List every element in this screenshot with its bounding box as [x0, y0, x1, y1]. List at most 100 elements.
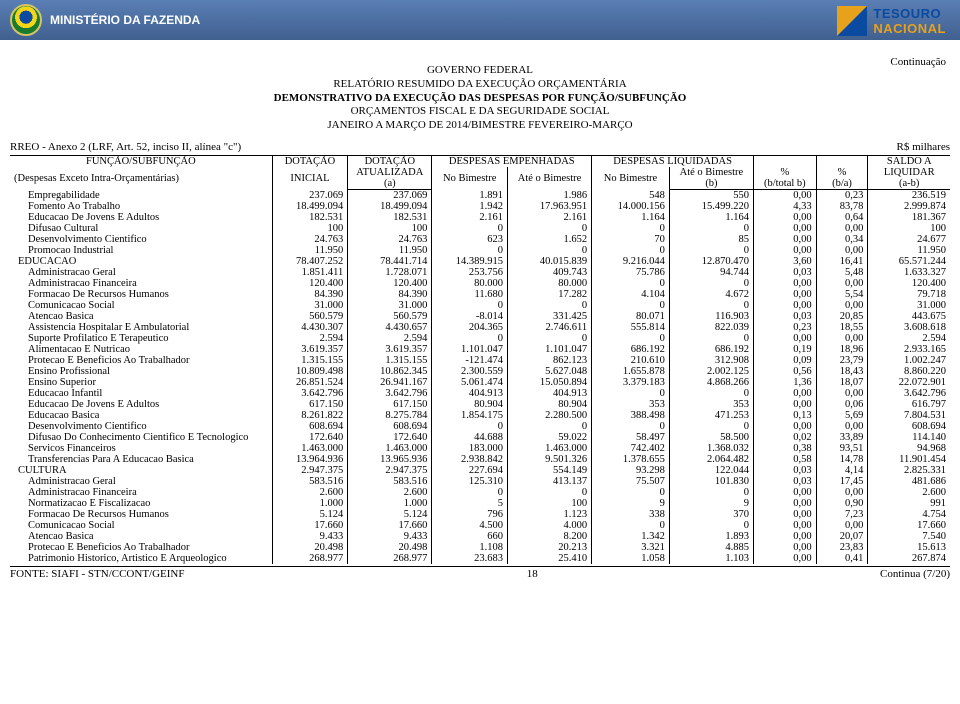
row-value: 617.150	[348, 399, 432, 410]
row-value: 268.977	[272, 553, 348, 564]
row-value: 471.253	[669, 410, 753, 421]
tn-text-2: NACIONAL	[873, 21, 946, 36]
row-value: 0	[669, 421, 753, 432]
row-value: 555.814	[592, 322, 670, 333]
row-value: 2.600	[868, 487, 950, 498]
row-value: 20.213	[507, 542, 591, 553]
row-value: 404.913	[432, 388, 508, 399]
row-value: 0	[432, 421, 508, 432]
row-value: 0	[669, 520, 753, 531]
table-row: Difusao Cultural10010000000,000,00100	[10, 223, 950, 234]
row-label: Ensino Superior	[10, 377, 272, 388]
row-value: 267.874	[868, 553, 950, 564]
table-row: Atencao Basica560.579560.579-8.014331.42…	[10, 311, 950, 322]
row-value: 608.694	[272, 421, 348, 432]
row-value: 18.499.094	[272, 201, 348, 212]
row-value: 15.613	[868, 542, 950, 553]
row-value: 0	[669, 300, 753, 311]
subhead: RREO - Anexo 2 (LRF, Art. 52, inciso II,…	[10, 141, 950, 153]
table-row: Administracao Geral583.516583.516125.310…	[10, 476, 950, 487]
row-value: 18,07	[816, 377, 868, 388]
row-label: Normatizacao E Fiscalizacao	[10, 498, 272, 509]
row-value: 44.688	[432, 432, 508, 443]
row-label: Ensino Profissional	[10, 366, 272, 377]
subhead-right: R$ milhares	[897, 141, 950, 153]
row-value: 8.200	[507, 531, 591, 542]
row-value: 85	[669, 234, 753, 245]
row-value: 9.433	[348, 531, 432, 542]
row-value: 100	[868, 223, 950, 234]
table-row: EDUCACAO78.407.25278.441.71414.389.91540…	[10, 256, 950, 267]
row-value: 8.860.220	[868, 366, 950, 377]
table-row: Educacao De Jovens E Adultos182.531182.5…	[10, 212, 950, 223]
row-label: Administracao Geral	[10, 476, 272, 487]
row-value: 1.854.175	[432, 410, 508, 421]
row-value: 1.315.155	[272, 355, 348, 366]
row-value: 59.022	[507, 432, 591, 443]
row-value: 2.002.125	[669, 366, 753, 377]
row-value: 26.851.524	[272, 377, 348, 388]
row-value: 2.746.611	[507, 322, 591, 333]
table-row: Assistencia Hospitalar E Ambulatorial4.4…	[10, 322, 950, 333]
row-value: 101.830	[669, 476, 753, 487]
table-row: Empregabilidade237.069237.0691.8911.9865…	[10, 189, 950, 201]
row-value: 0	[507, 333, 591, 344]
header-line-4: ORÇAMENTOS FISCAL E DA SEGURIDADE SOCIAL	[0, 105, 960, 119]
row-value: 2.947.375	[348, 465, 432, 476]
row-value: 70	[592, 234, 670, 245]
row-value: 4,33	[754, 201, 817, 212]
row-value: 1.002.247	[868, 355, 950, 366]
continuation-label: Continuação	[890, 56, 946, 68]
th-pct2b: (b/a)	[816, 178, 868, 190]
row-value: 2.933.165	[868, 344, 950, 355]
row-value: 2.825.331	[868, 465, 950, 476]
table-row: Normatizacao E Fiscalizacao1.0001.000510…	[10, 498, 950, 509]
row-value: 116.903	[669, 311, 753, 322]
table-body: Empregabilidade237.069237.0691.8911.9865…	[10, 189, 950, 564]
row-value: 2.938.842	[432, 454, 508, 465]
row-value: 182.531	[272, 212, 348, 223]
row-value: 0,00	[754, 520, 817, 531]
row-value: 24.763	[348, 234, 432, 245]
table-row: Educacao De Jovens E Adultos617.150617.1…	[10, 399, 950, 410]
table-row: CULTURA2.947.3752.947.375227.694554.1499…	[10, 465, 950, 476]
table-row: Atencao Basica9.4339.4336608.2001.3421.8…	[10, 531, 950, 542]
row-value: 78.441.714	[348, 256, 432, 267]
row-value: 1.893	[669, 531, 753, 542]
row-value: 1.123	[507, 509, 591, 520]
row-value: 100	[348, 223, 432, 234]
row-label: Educacao Basica	[10, 410, 272, 421]
row-value: 268.977	[348, 553, 432, 564]
row-value: 0,00	[754, 388, 817, 399]
row-value: 0	[592, 520, 670, 531]
row-value: 13.965.936	[348, 454, 432, 465]
row-label: Protecao E Beneficios Ao Trabalhador	[10, 542, 272, 553]
row-value: 0	[592, 245, 670, 256]
th-liq: DESPESAS LIQUIDADAS	[592, 155, 754, 167]
row-value: 0	[507, 245, 591, 256]
row-value: 4.104	[592, 289, 670, 300]
row-value: 1.101.047	[507, 344, 591, 355]
row-label: Servicos Financeiros	[10, 443, 272, 454]
row-label: Desenvolvimento Cientifico	[10, 421, 272, 432]
row-value: 3,60	[754, 256, 817, 267]
row-label: Transferencias Para A Educacao Basica	[10, 454, 272, 465]
row-value: 2.280.500	[507, 410, 591, 421]
row-value: 80.071	[592, 311, 670, 322]
table-row: Protecao E Beneficios Ao Trabalhador1.31…	[10, 355, 950, 366]
table-row: Educacao Infantil3.642.7963.642.796404.9…	[10, 388, 950, 399]
row-value: 0,09	[754, 355, 817, 366]
row-value: 560.579	[348, 311, 432, 322]
th-dot-1: DOTAÇÃO	[272, 155, 348, 167]
row-value: 182.531	[348, 212, 432, 223]
row-value: 1.728.071	[348, 267, 432, 278]
row-value: 31.000	[272, 300, 348, 311]
row-value: 0,56	[754, 366, 817, 377]
row-value: -121.474	[432, 355, 508, 366]
row-value: 623	[432, 234, 508, 245]
table-row: Formacao De Recursos Humanos84.39084.390…	[10, 289, 950, 300]
table-row: Desenvolvimento Cientifico24.76324.76362…	[10, 234, 950, 245]
row-value: 3.642.796	[868, 388, 950, 399]
footer-center: 18	[527, 568, 538, 580]
table-row: Fomento Ao Trabalho18.499.09418.499.0941…	[10, 201, 950, 212]
